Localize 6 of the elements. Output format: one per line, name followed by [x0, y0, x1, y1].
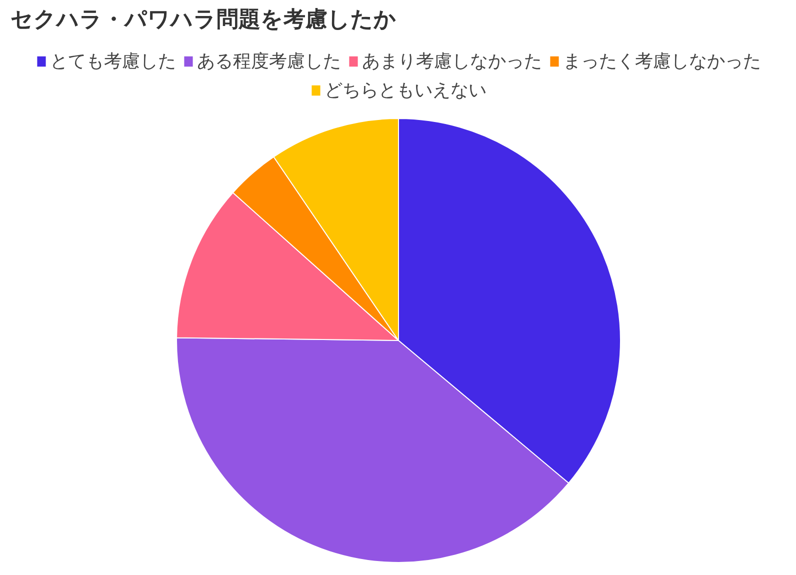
- legend-label: まったく考慮しなかった: [563, 50, 761, 73]
- chart-title: セクハラ・パワハラ問題を考慮したか: [10, 8, 396, 32]
- legend-label: とても考慮した: [50, 50, 176, 73]
- legend-label: どちらともいえない: [324, 79, 486, 102]
- legend-label: あまり考慮しなかった: [362, 50, 542, 73]
- legend-label: ある程度考慮した: [197, 50, 341, 73]
